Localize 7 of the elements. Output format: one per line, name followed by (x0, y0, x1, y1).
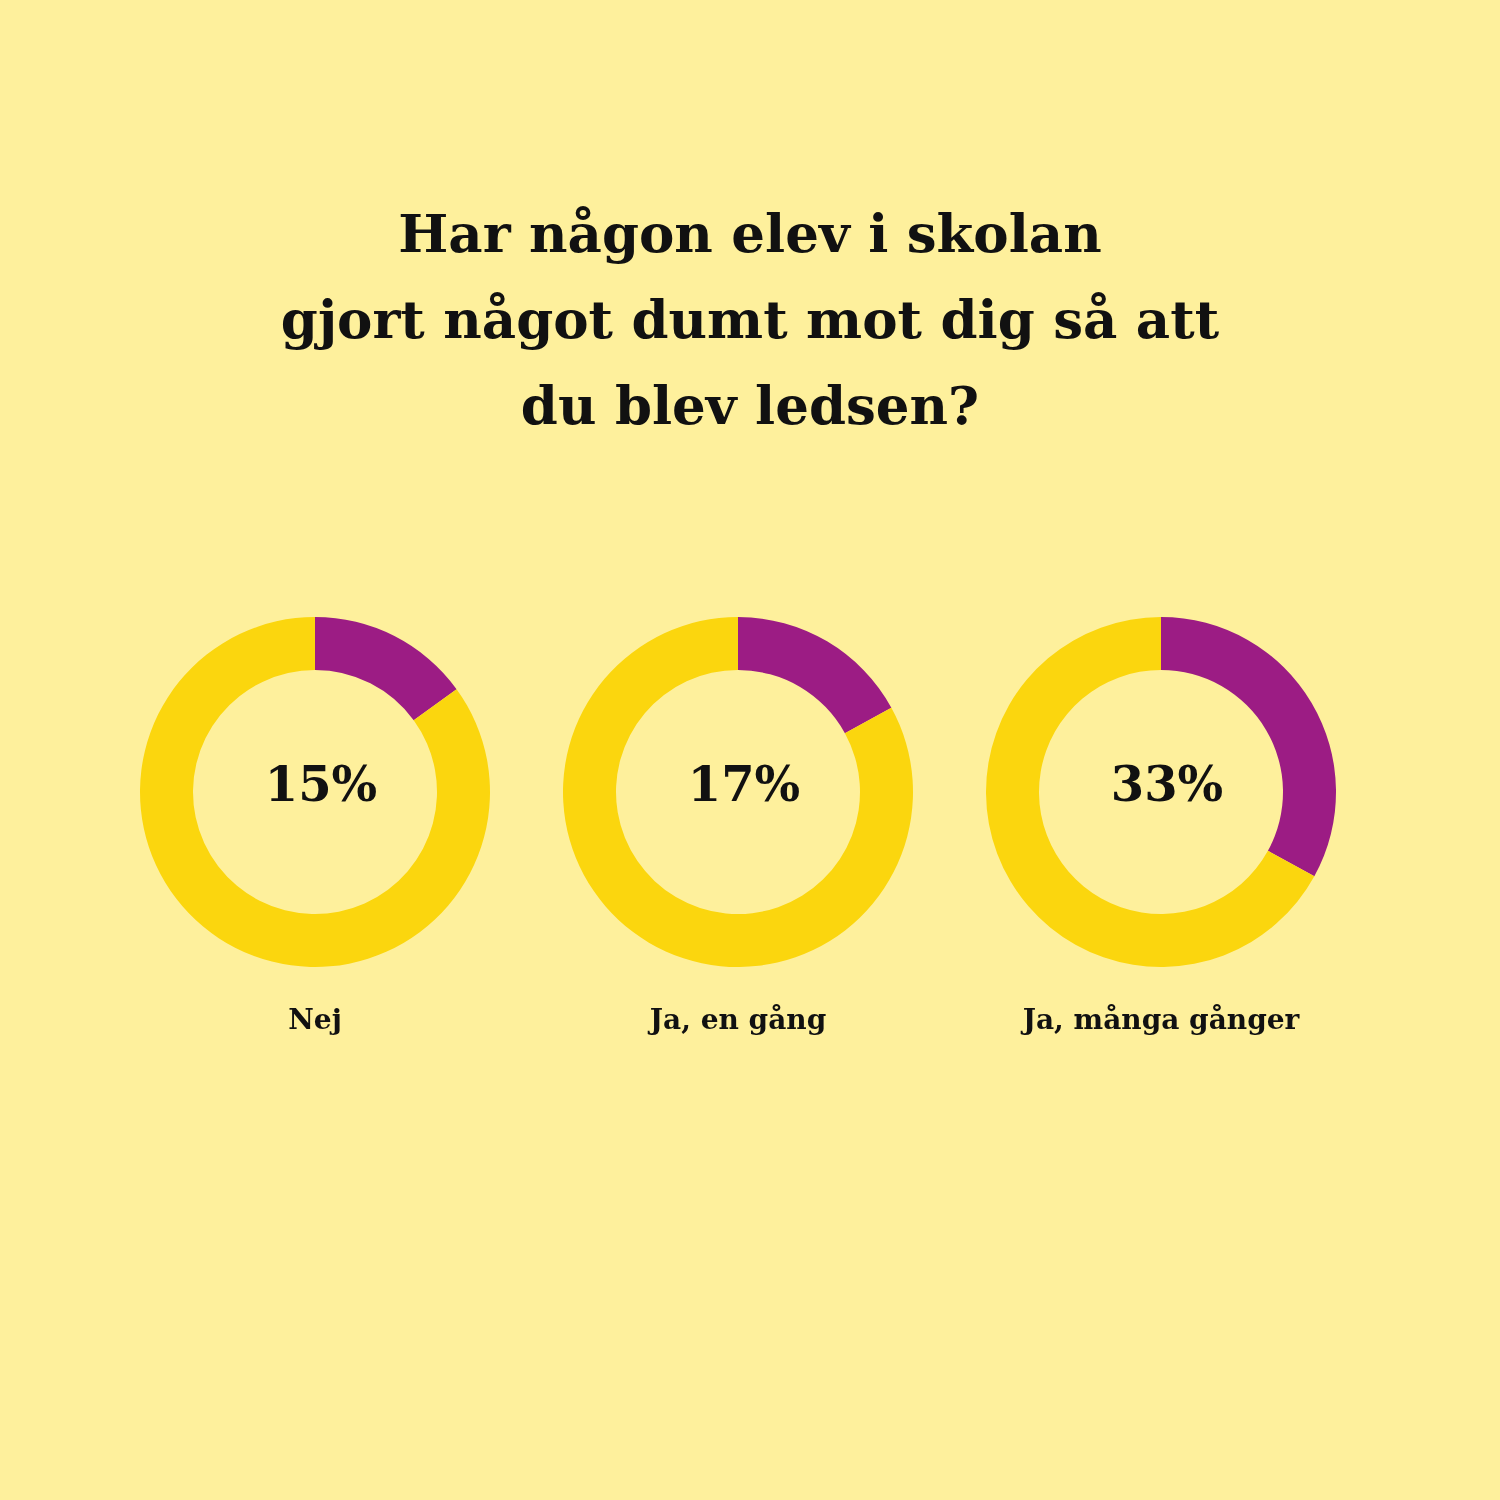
text: Ja, många gånger (1019, 1002, 1301, 1036)
data-label: 17% (687, 756, 801, 812)
text: Har någon elev i skolan gjort något dumt mot dig så att du blev ledsen? (279, 201, 1221, 438)
data-label: 15% (264, 756, 378, 812)
text: Ja, en gång (646, 1002, 827, 1036)
text: Nej (288, 1002, 342, 1036)
data-label: 33% (1110, 756, 1224, 812)
